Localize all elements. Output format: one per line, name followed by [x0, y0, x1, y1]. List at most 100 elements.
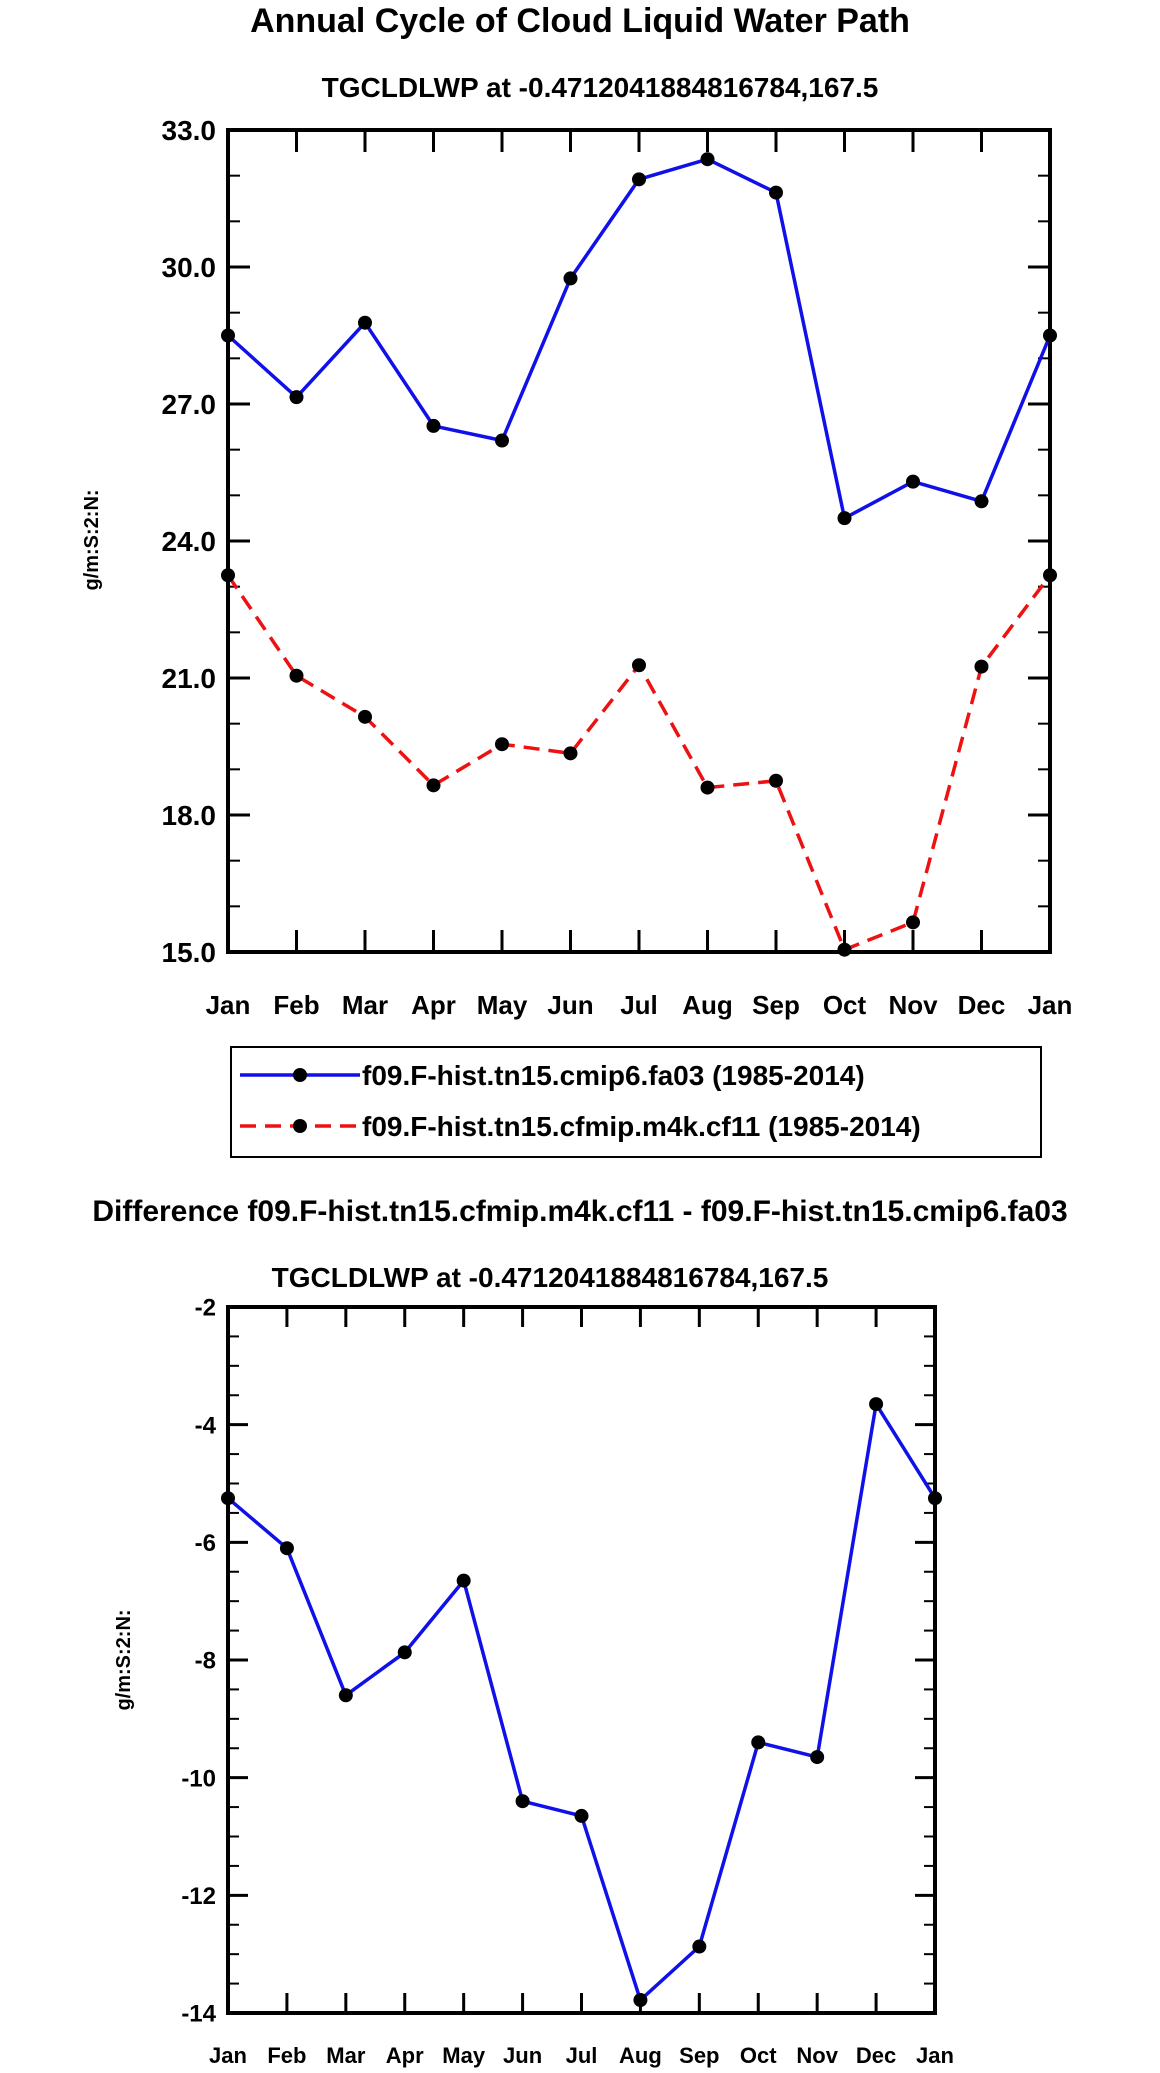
c2-y-tick-label: -8	[195, 1648, 216, 1675]
c1-x-tick-label: May	[477, 990, 528, 1020]
chart2-plot-frame	[226, 1305, 937, 2015]
c1-series-1-point	[358, 315, 372, 330]
c2-series-1-point	[221, 1491, 235, 1506]
c2-y-tick-label: -12	[181, 1883, 216, 1910]
c2-series-1-point	[279, 1541, 294, 1556]
c2-x-tick-label: Jan	[209, 2043, 247, 2068]
c1-series-1-point	[221, 328, 235, 343]
c2-series-1-point	[928, 1491, 942, 1506]
chart1-series	[221, 152, 1057, 957]
c1-series-2-point	[1043, 568, 1057, 583]
c2-x-tick-label: Dec	[856, 2043, 896, 2068]
c2-series-1-point	[397, 1645, 412, 1660]
c2-series-1-point	[574, 1808, 589, 1823]
c1-series-1-point	[769, 185, 783, 200]
c2-x-tick-label: Apr	[386, 2043, 424, 2068]
c1-series-1-point	[1043, 328, 1057, 343]
chart1-legend: f09.F-hist.tn15.cmip6.fa03 (1985-2014) f…	[230, 1046, 1042, 1158]
legend-label-series-2: f09.F-hist.tn15.cfmip.m4k.cf11 (1985-201…	[362, 1111, 921, 1142]
c1-x-tick-label: Oct	[823, 990, 867, 1020]
c1-series-line-1	[226, 157, 1052, 520]
c1-series-1-point	[974, 494, 989, 509]
c2-x-tick-label: Jun	[503, 2043, 542, 2068]
c2-series-1-point	[515, 1794, 530, 1809]
chart1-ticks	[226, 128, 1052, 954]
c2-x-tick-label: May	[442, 2043, 486, 2068]
chart2-title: Difference f09.F-hist.tn15.cfmip.m4k.cf1…	[92, 1195, 1067, 1228]
c2-x-tick-label: Feb	[267, 2043, 306, 2068]
c1-x-tick-label: Nov	[888, 990, 938, 1020]
c1-series-2-point	[769, 773, 783, 788]
chart1-title: Annual Cycle of Cloud Liquid Water Path	[250, 2, 910, 40]
legend-marker-series-2	[293, 1119, 307, 1133]
c2-y-tick-label: -10	[181, 1765, 216, 1792]
c1-y-tick-label: 24.0	[162, 526, 217, 557]
c1-x-tick-label: Jan	[1028, 990, 1073, 1020]
c2-series-1-point	[810, 1750, 825, 1765]
c1-x-tick-label: Aug	[682, 990, 733, 1020]
c2-y-tick-label: -4	[195, 1412, 217, 1439]
c1-series-1-point	[563, 271, 578, 286]
c1-series-2-point	[495, 737, 509, 752]
c2-x-tick-label: Sep	[679, 2043, 719, 2068]
c2-x-tick-label: Aug	[619, 2043, 662, 2068]
chart1-y-tick-labels: 15.0 18.0 21.0 24.0 27.0 30.0 33.0	[162, 115, 217, 968]
c1-series-1-point	[700, 152, 715, 167]
chart2-y-tick-labels: -14 -12 -10 -8 -6 -4 -2	[181, 1295, 216, 2028]
c1-x-tick-label: Apr	[411, 990, 456, 1020]
c2-y-tick-label: -6	[195, 1530, 216, 1557]
c1-series-2-point	[906, 915, 920, 930]
difference-chart: Difference f09.F-hist.tn15.cfmip.m4k.cf1…	[92, 1195, 1067, 2068]
c1-y-tick-label: 15.0	[162, 937, 217, 968]
c2-series-line-1	[226, 1402, 937, 2002]
c1-x-tick-label: Feb	[273, 990, 319, 1020]
chart2-subtitle: TGCLDLWP at -0.4712041884816784,167.5	[272, 1262, 829, 1293]
legend-box	[230, 1046, 1042, 1158]
c1-series-2-point	[426, 778, 441, 793]
chart1-subtitle: TGCLDLWP at -0.4712041884816784,167.5	[322, 72, 879, 103]
c1-series-1-point	[426, 418, 441, 433]
c1-series-2-point	[289, 668, 304, 683]
c1-series-1-point	[495, 433, 509, 448]
c1-x-tick-label: Jan	[206, 990, 251, 1020]
c2-series-1-point	[751, 1735, 766, 1750]
c1-x-tick-label: Mar	[342, 990, 388, 1020]
c1-y-tick-label: 33.0	[162, 115, 217, 146]
c1-series-2-point	[837, 942, 852, 957]
c1-series-1-point	[837, 511, 852, 526]
annual-cycle-chart: Annual Cycle of Cloud Liquid Water Path …	[81, 2, 1073, 1158]
c1-y-tick-label: 21.0	[162, 663, 217, 694]
chart2-series	[221, 1397, 942, 2008]
c1-x-tick-label: Jun	[547, 990, 593, 1020]
legend-marker-series-1	[293, 1068, 307, 1082]
chart2-x-tick-labels: Jan Feb Mar Apr May Jun Jul Aug Sep Oct Nov Dec Jan	[209, 2043, 954, 2068]
c1-y-tick-label: 27.0	[162, 389, 217, 420]
c2-series-1-point	[456, 1573, 471, 1588]
c1-x-tick-label: Dec	[958, 990, 1006, 1020]
chart1-x-tick-labels: Jan Feb Mar Apr May Jun Jul Aug Sep Oct Nov Dec Jan	[206, 990, 1073, 1020]
chart2-ticks	[226, 1305, 937, 2015]
c2-x-tick-label: Mar	[326, 2043, 366, 2068]
c2-x-tick-label: Nov	[796, 2043, 838, 2068]
c2-series-1-point	[633, 1993, 648, 2008]
chart1-y-axis-label: g/m:S:2:N:	[81, 489, 103, 590]
c1-series-2-point	[974, 659, 989, 674]
c1-y-tick-label: 18.0	[162, 800, 217, 831]
c2-x-tick-label: Jan	[916, 2043, 954, 2068]
c2-series-1-point	[692, 1939, 707, 1954]
chart2-y-axis-label: g/m:S:2:N:	[113, 1609, 135, 1710]
c1-series-1-point	[289, 390, 304, 405]
c2-series-1-point	[869, 1397, 884, 1412]
c2-y-tick-label: -2	[195, 1295, 216, 1322]
c2-x-tick-label: Jul	[566, 2043, 598, 2068]
c1-series-2-point	[221, 568, 235, 583]
c1-series-2-point	[632, 658, 646, 673]
c2-series-1-point	[338, 1688, 353, 1703]
c1-series-2-point	[563, 746, 578, 761]
c1-x-tick-label: Jul	[620, 990, 658, 1020]
c2-x-tick-label: Oct	[740, 2043, 777, 2068]
c1-series-1-point	[906, 474, 920, 489]
c1-y-tick-label: 30.0	[162, 252, 217, 283]
c1-series-2-point	[700, 780, 715, 795]
